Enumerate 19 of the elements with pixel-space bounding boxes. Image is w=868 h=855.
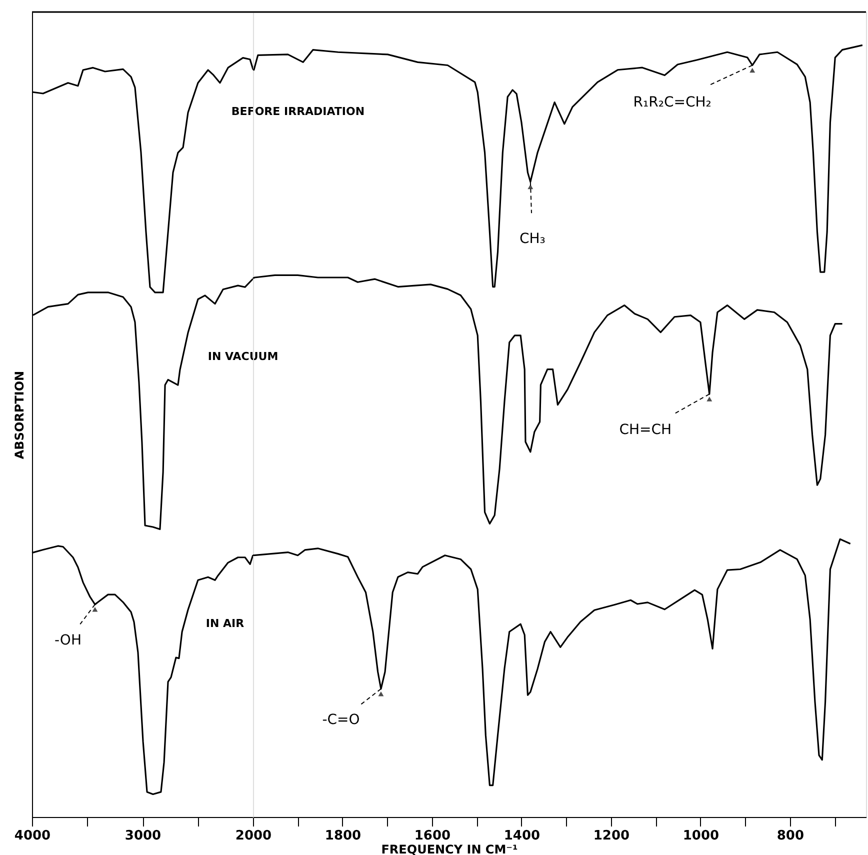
x-tick-label: 3000 <box>124 828 162 844</box>
x-tick-label: 1400 <box>504 828 540 844</box>
x-tick-label: 4000 <box>14 828 51 844</box>
x-axis-title: FREQUENCY IN CM⁻¹ <box>381 842 518 855</box>
y-axis-title: ABSORPTION <box>12 370 26 460</box>
x-tick-label: 1000 <box>682 828 720 844</box>
x-tick-label: 1600 <box>414 828 451 844</box>
annotation: CH=CH <box>619 422 672 438</box>
x-tick-label: 1800 <box>324 828 362 844</box>
text: BEFORE IRRADIATION <box>231 105 365 118</box>
x-tick-label: 800 <box>776 828 804 844</box>
series-label: IN AIR <box>206 617 245 630</box>
annotation: -C=O <box>322 712 360 728</box>
annotation: CH₃ <box>519 230 546 247</box>
x-tick-label: 1200 <box>593 828 630 844</box>
annotation: R₁R₂C=CH₂ <box>633 94 712 110</box>
text: IN VACUUM <box>208 350 278 363</box>
annotation: -OH <box>54 632 82 648</box>
x-tick-label: 2000 <box>235 828 272 844</box>
